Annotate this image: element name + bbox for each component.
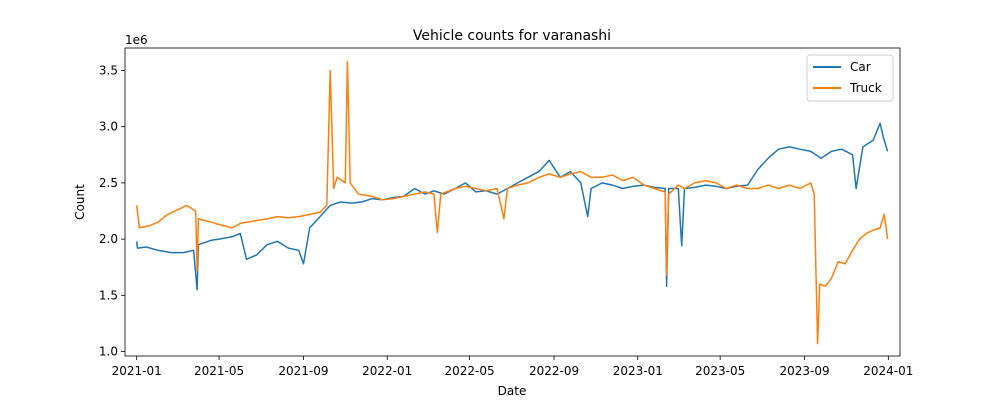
series-line-car [135, 122, 889, 291]
y-tick-label: 2.0 [99, 232, 118, 246]
x-tick-label: 2021-09 [278, 364, 328, 378]
series-line-truck [135, 60, 889, 345]
y-tick-label: 3.5 [99, 63, 118, 77]
x-tick-label: 2021-01 [112, 364, 162, 378]
y-tick-label: 2.5 [99, 176, 118, 190]
x-axis: 2021-01 2021-05 2021-09 2022-01 2022-05 2022-… [112, 356, 913, 378]
plot-area [135, 60, 889, 345]
legend-label-truck: Truck [849, 81, 882, 95]
y-axis-label: Count [73, 184, 87, 220]
plot-frame [124, 47, 901, 357]
x-axis-label: Date [498, 384, 527, 398]
y-axis: 1.0 1.5 2.0 2.5 3.0 3.5 [99, 63, 125, 359]
x-tick-label: 2021-05 [194, 364, 244, 378]
x-tick-label: 2023-01 [613, 364, 663, 378]
x-tick-label: 2022-05 [445, 364, 495, 378]
x-tick-label: 2022-09 [529, 364, 579, 378]
x-tick-label: 2023-09 [780, 364, 830, 378]
x-tick-label: 2023-05 [695, 364, 745, 378]
y-tick-label: 1.0 [99, 345, 118, 359]
legend: Car Truck [806, 54, 894, 102]
x-tick-label: 2024-01 [863, 364, 913, 378]
x-tick-label: 2022-01 [362, 364, 412, 378]
y-tick-label: 3.0 [99, 120, 118, 134]
chart-title: Vehicle counts for varanashi [413, 28, 611, 44]
y-tick-label: 1.5 [99, 288, 118, 302]
y-offset-label: 1e6 [125, 33, 148, 47]
legend-label-car: Car [850, 60, 871, 74]
